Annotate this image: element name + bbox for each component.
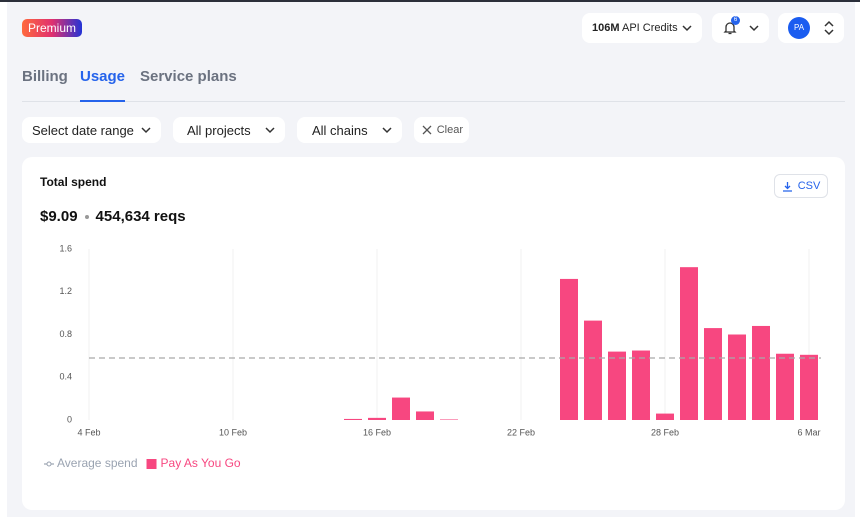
bar — [392, 397, 410, 420]
bar — [728, 334, 746, 420]
avatar: PA — [788, 17, 810, 39]
chevron-updown — [824, 20, 834, 36]
bar — [656, 413, 674, 420]
bar — [560, 278, 578, 420]
bar — [800, 354, 818, 420]
credits-button[interactable]: 106M API Credits — [582, 13, 702, 43]
x-tick-label: 4 Feb — [77, 427, 100, 437]
bar — [344, 418, 362, 420]
tab[interactable]: Billing — [22, 68, 68, 85]
x-tick-label: 16 Feb — [363, 427, 391, 437]
request-count: 454,634 reqs — [95, 208, 186, 225]
credits-label: API Credits — [621, 22, 678, 34]
bar — [416, 411, 434, 420]
x-tick-label: 28 Feb — [651, 427, 679, 437]
bar — [440, 419, 458, 420]
bar — [608, 351, 626, 420]
tab[interactable]: Service plans — [140, 68, 237, 85]
chevron — [141, 127, 151, 134]
x-tick-label: 6 Mar — [797, 427, 820, 437]
bar — [752, 325, 770, 420]
total-spend: $9.09 — [40, 208, 78, 225]
filter-label: Select date range — [32, 122, 134, 138]
csv-button[interactable]: CSV — [774, 174, 828, 198]
x-tick-label: 10 Feb — [219, 427, 247, 437]
download-icon — [782, 181, 792, 192]
csv-label: CSV — [797, 180, 821, 192]
credits: 106M API Credits — [592, 22, 678, 34]
premium-badge: Premium — [22, 19, 83, 37]
notifications-button[interactable]: 6 — [712, 13, 769, 43]
bar — [704, 328, 722, 420]
bar — [632, 350, 650, 420]
chevron — [265, 127, 275, 134]
chevron — [682, 25, 692, 32]
credits-amount: 106M — [592, 22, 620, 34]
close-icon — [422, 125, 432, 135]
y-tick-label: 0.4 — [59, 372, 72, 382]
card-summary: $9.09 454,634 reqs — [40, 208, 186, 225]
bar — [776, 353, 794, 420]
account-button[interactable]: PA — [778, 13, 844, 43]
clear-label: Clear — [436, 124, 463, 136]
bar — [680, 267, 698, 420]
separator-dot — [84, 214, 89, 219]
chevron — [382, 127, 392, 134]
y-tick-label: 0.8 — [59, 329, 72, 339]
tab[interactable]: Usage — [80, 68, 126, 85]
chevron — [749, 25, 759, 32]
notification-count: 6 — [731, 16, 740, 25]
legend-swatch — [146, 459, 157, 469]
y-tick-label: 1.2 — [59, 286, 72, 296]
project-filter[interactable]: All projects — [173, 117, 285, 143]
filter-label: All projects — [187, 122, 251, 138]
bar — [368, 417, 386, 420]
legend-label: Pay As You Go — [161, 456, 241, 470]
chain-filter[interactable]: All chains — [297, 117, 402, 143]
filter-label: All chains — [312, 122, 368, 138]
tab-underline — [80, 100, 125, 102]
legend-label: Average spend — [57, 456, 138, 470]
tab-divider — [22, 101, 845, 102]
card-title: Total spend — [40, 175, 107, 189]
y-tick-label: 0 — [67, 414, 72, 424]
bar — [584, 320, 602, 420]
clear-button[interactable]: Clear — [414, 117, 469, 143]
x-tick-label: 22 Feb — [507, 427, 535, 437]
date-filter[interactable]: Select date range — [22, 117, 161, 143]
y-tick-label: 1.6 — [59, 243, 72, 253]
legend-icon — [46, 461, 52, 467]
